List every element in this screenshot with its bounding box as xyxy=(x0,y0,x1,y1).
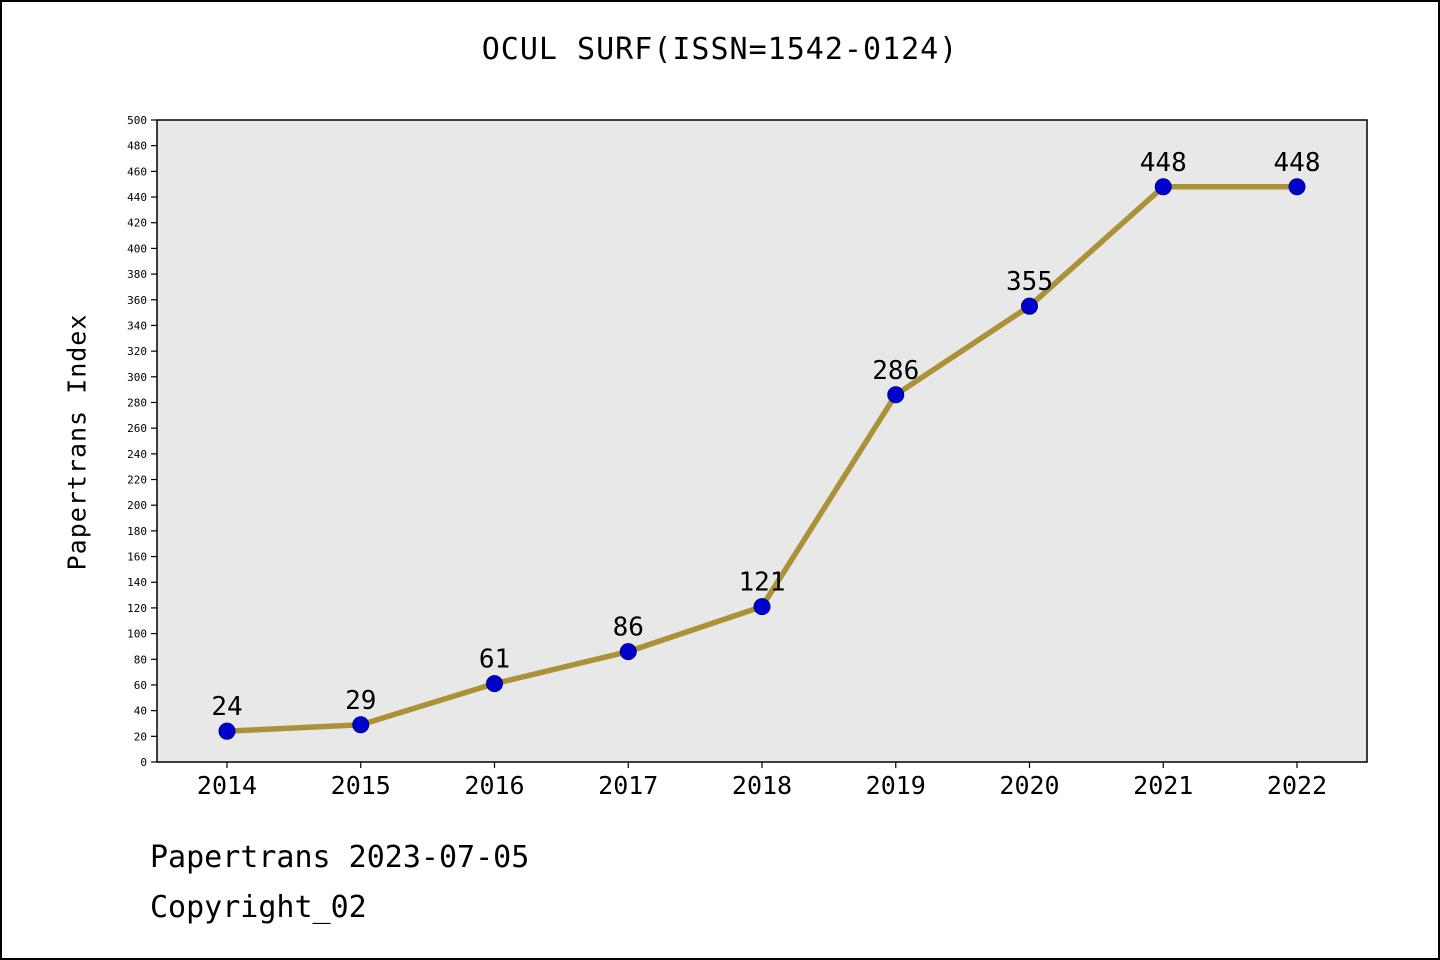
y-axis: 0 20 40 60 80 100 120 140 160 180 200 220 240 260 280 3… xyxy=(127,114,157,769)
data-point-label: 448 xyxy=(1140,148,1187,178)
x-tick-label: 2016 xyxy=(464,771,524,800)
y-tick-label: 400 xyxy=(127,242,147,255)
x-axis: 2014 2015 2016 2017 2018 2019 2020 2021 2022 xyxy=(197,762,1327,800)
y-tick-label: 100 xyxy=(127,628,147,641)
data-point xyxy=(352,716,370,734)
data-point-label: 448 xyxy=(1274,148,1321,178)
data-point xyxy=(619,643,637,661)
y-tick-label: 480 xyxy=(127,140,147,153)
data-point-label: 355 xyxy=(1006,267,1053,297)
y-tick-label: 320 xyxy=(127,345,147,358)
y-tick-label: 200 xyxy=(127,499,147,512)
y-tick-label: 220 xyxy=(127,474,147,487)
plot-background xyxy=(156,119,1368,763)
y-tick-label: 300 xyxy=(127,371,147,384)
data-point xyxy=(887,386,905,404)
data-point xyxy=(218,722,236,740)
x-tick-label: 2020 xyxy=(999,771,1059,800)
y-tick-label: 240 xyxy=(127,448,147,461)
chart-title: OCUL SURF(ISSN=1542-0124) xyxy=(481,32,959,67)
y-tick-label: 120 xyxy=(127,602,147,615)
footer-copyright: Copyright_02 xyxy=(150,890,367,925)
data-point xyxy=(1288,178,1306,196)
y-tick-label: 80 xyxy=(134,653,147,666)
y-tick-label: 340 xyxy=(127,319,147,332)
y-tick-label: 380 xyxy=(127,268,147,281)
data-point-label: 121 xyxy=(739,568,786,598)
y-tick-label: 440 xyxy=(127,191,147,204)
x-tick-label: 2021 xyxy=(1133,771,1193,800)
y-tick-label: 140 xyxy=(127,576,147,589)
y-tick-label: 420 xyxy=(127,217,147,230)
data-point-label: 86 xyxy=(613,613,644,643)
data-point-label: 29 xyxy=(345,686,376,716)
x-tick-label: 2014 xyxy=(197,771,257,800)
x-tick-label: 2022 xyxy=(1267,771,1327,800)
y-tick-label: 360 xyxy=(127,294,147,307)
y-tick-label: 260 xyxy=(127,422,147,435)
y-tick-label: 0 xyxy=(140,756,147,769)
x-tick-label: 2019 xyxy=(866,771,926,800)
x-tick-label: 2015 xyxy=(331,771,391,800)
data-point xyxy=(753,598,771,616)
y-tick-label: 20 xyxy=(134,730,147,743)
y-tick-label: 280 xyxy=(127,396,147,409)
data-points: 24 29 61 86 121 286 355 448 448 xyxy=(211,148,1321,740)
data-point-label: 286 xyxy=(872,356,919,386)
data-point xyxy=(486,675,503,693)
y-tick-label: 160 xyxy=(127,551,147,564)
data-point xyxy=(1021,297,1038,315)
x-tick-label: 2017 xyxy=(598,771,658,800)
data-point-label: 24 xyxy=(211,692,242,722)
y-tick-label: 460 xyxy=(127,165,147,178)
y-tick-label: 60 xyxy=(134,679,147,692)
data-point-label: 61 xyxy=(479,645,510,675)
footer-date: Papertrans 2023-07-05 xyxy=(150,840,530,875)
y-tick-label: 500 xyxy=(127,114,147,127)
y-tick-label: 40 xyxy=(134,705,147,718)
x-tick-label: 2018 xyxy=(732,771,792,800)
y-tick-label: 180 xyxy=(127,525,147,538)
data-point xyxy=(1154,178,1172,196)
